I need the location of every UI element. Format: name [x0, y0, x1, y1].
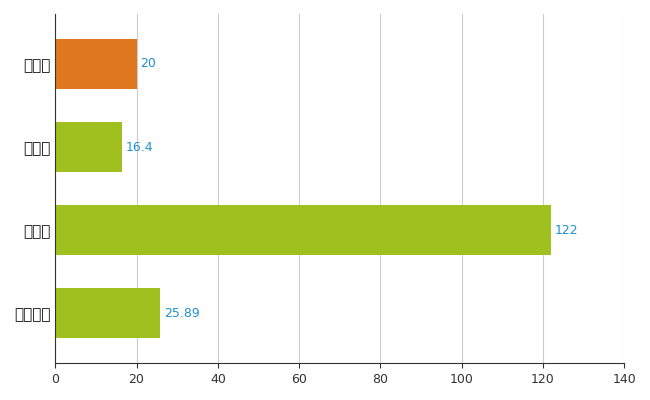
Text: 16.4: 16.4 [126, 140, 153, 154]
Bar [55, 288, 161, 338]
Text: 122: 122 [555, 224, 578, 237]
Text: 25.89: 25.89 [164, 307, 200, 320]
Bar [55, 39, 136, 89]
Bar [55, 122, 122, 172]
Text: 20: 20 [140, 57, 157, 70]
Bar [55, 205, 551, 255]
